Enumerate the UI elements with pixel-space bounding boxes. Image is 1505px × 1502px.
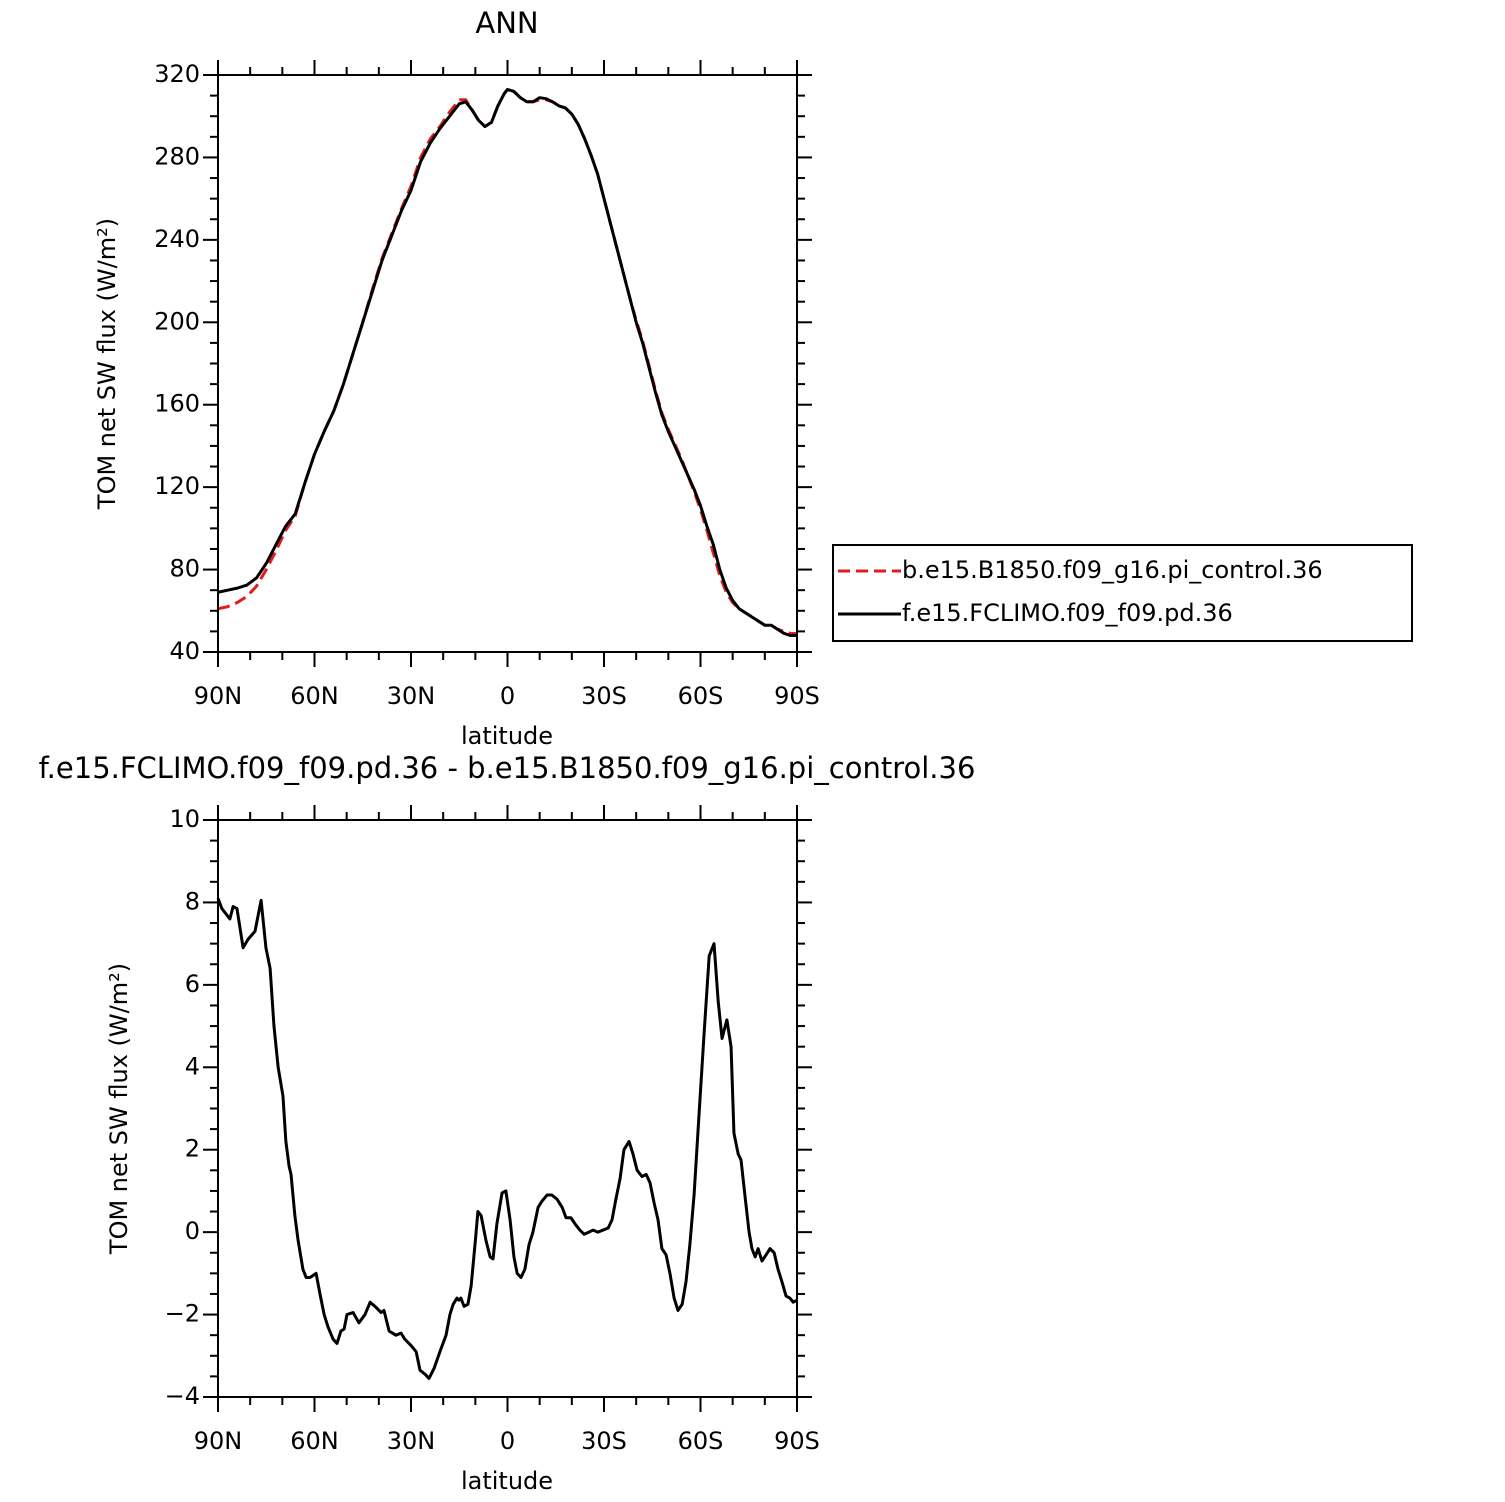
y-tick-label: −4 [165,1382,200,1410]
y-tick-label: 8 [185,887,200,915]
legend-label: f.e15.FCLIMO.f09_f09.pd.36 [902,599,1233,627]
data-line [216,897,798,1380]
y-axis-label: TOM net SW flux (W/m²) [105,963,133,1255]
x-tick-label: 60N [290,1427,339,1455]
x-axis-label: latitude [461,722,553,750]
x-tick-label: 30N [387,1427,436,1455]
x-tick-label: 60S [678,1427,724,1455]
x-axis-label: latitude [461,1467,553,1495]
y-tick-label: 200 [154,307,200,335]
y-tick-label: −2 [165,1300,200,1328]
x-tick-label: 60S [678,682,724,710]
chart-title: f.e15.FCLIMO.f09_f09.pd.36 - b.e15.B1850… [39,751,976,785]
y-tick-label: 4 [185,1052,200,1080]
y-tick-label: 160 [154,390,200,418]
y-tick-label: 10 [169,805,200,833]
chart-title: ANN [475,6,538,40]
x-tick-label: 90N [194,1427,243,1455]
y-axis-label: TOM net SW flux (W/m²) [93,218,121,510]
y-tick-label: 80 [169,555,200,583]
plot-frame [217,74,798,653]
y-tick-label: 280 [154,142,200,170]
x-tick-label: 30S [581,682,627,710]
x-tick-label: 30N [387,682,436,710]
y-tick-label: 120 [154,472,200,500]
y-tick-label: 320 [154,60,200,88]
data-line [217,87,797,635]
y-tick-label: 2 [185,1135,200,1163]
x-tick-label: 60N [290,682,339,710]
x-tick-label: 90N [194,682,243,710]
y-tick-label: 40 [169,637,200,665]
legend-box [832,544,1413,642]
x-tick-label: 90S [774,1427,820,1455]
x-tick-label: 90S [774,682,820,710]
legend-label: b.e15.B1850.f09_g16.pi_control.36 [902,556,1323,584]
plot-frame [217,819,798,1398]
x-tick-label: 0 [500,1427,515,1455]
y-tick-label: 0 [185,1217,200,1245]
y-tick-label: 6 [185,970,200,998]
data-line [217,87,797,638]
y-tick-label: 240 [154,225,200,253]
x-tick-label: 0 [500,682,515,710]
x-tick-label: 30S [581,1427,627,1455]
